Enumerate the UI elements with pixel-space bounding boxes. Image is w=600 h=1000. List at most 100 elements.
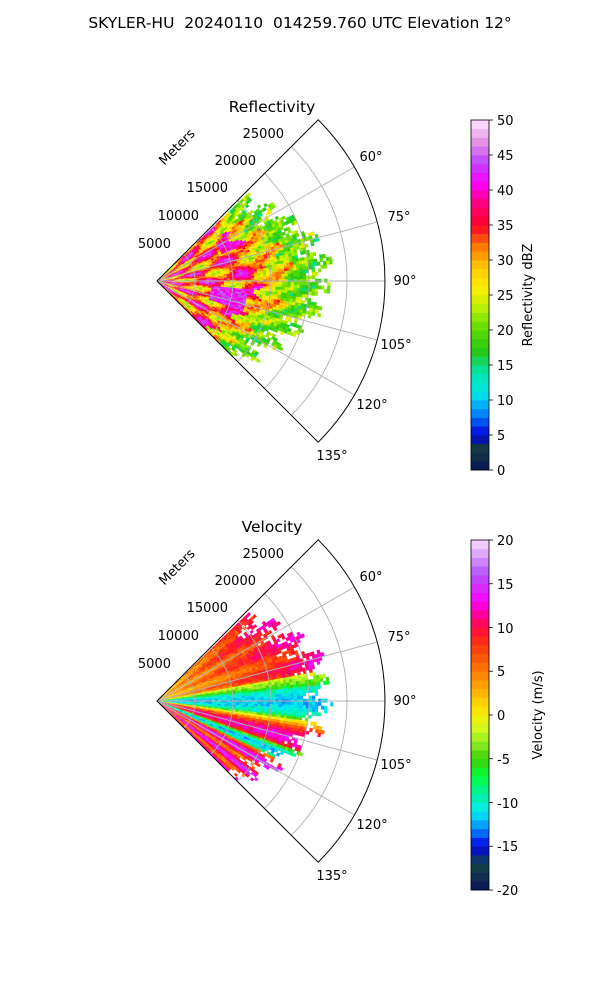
radar-gate [172, 264, 176, 267]
azimuth-line [156, 280, 378, 341]
radar-gate [284, 284, 288, 288]
radar-gate [235, 276, 240, 279]
radar-gate [229, 324, 234, 328]
radar-gate [198, 316, 202, 320]
radar-gate [170, 686, 174, 690]
radar-gate [204, 268, 208, 271]
radar-gate [199, 281, 203, 283]
radar-gate [279, 302, 283, 307]
radar-gate [208, 241, 213, 246]
radar-gate [280, 311, 285, 315]
radar-gate [291, 672, 295, 677]
radar-gate [221, 343, 226, 348]
radar-gate [208, 254, 213, 257]
radar-gate [302, 291, 306, 295]
radar-gate [197, 661, 201, 665]
radar-gate [208, 311, 213, 315]
radar-gate [217, 308, 221, 312]
radar-gate [197, 252, 202, 256]
radar-gate [307, 652, 312, 657]
radar-gate [169, 698, 173, 700]
radar-gate [172, 268, 175, 272]
radar-gate [229, 695, 234, 698]
radar-gate [292, 261, 297, 266]
radar-gate [232, 283, 237, 286]
radar-gate [205, 662, 210, 666]
radar-gate [236, 649, 241, 653]
radar-gate [293, 308, 298, 313]
radar-gate [205, 261, 209, 264]
radar-gate [212, 296, 216, 300]
radar-gate [281, 231, 286, 236]
radar-gate [278, 672, 283, 677]
radar-gate [192, 682, 196, 685]
radar-gate [189, 307, 193, 311]
radar-gate [254, 273, 258, 276]
radar-gate [216, 242, 220, 246]
radar-gate [234, 320, 239, 325]
radar-gate [285, 662, 290, 667]
radar-gate [311, 285, 316, 290]
radar-gate [173, 288, 177, 291]
radar-gate [258, 632, 264, 637]
radar-gate [165, 696, 169, 698]
radar-gate [293, 270, 297, 274]
radar-gate [233, 224, 238, 228]
radar-gate [192, 664, 196, 668]
radar-gate [201, 311, 206, 315]
radar-gate [183, 300, 187, 303]
radar-gate [208, 306, 212, 309]
radar-gate [202, 320, 207, 324]
radar-gate [269, 254, 274, 259]
radar-gate [163, 272, 167, 276]
radar-gate [226, 661, 231, 666]
radar-gate [247, 642, 252, 647]
radar-gate [201, 317, 205, 321]
radar-gate [204, 661, 209, 665]
radar-gate [290, 250, 295, 254]
radar-gate [205, 282, 209, 284]
radar-gate [212, 303, 217, 307]
radar-gate [189, 273, 194, 275]
radar-gate [181, 675, 184, 679]
radar-gate [174, 293, 178, 296]
radar-gate [196, 683, 200, 686]
radar-gate [271, 684, 275, 688]
radar-gate [247, 691, 252, 695]
radar-gate [229, 340, 233, 344]
radar-gate [286, 682, 291, 686]
radar-gate [198, 248, 202, 251]
radar-gate [291, 675, 296, 680]
radar-gate [209, 315, 214, 319]
radar-gate [205, 695, 209, 698]
radar-gate [170, 273, 174, 275]
radar-gate [217, 258, 221, 261]
radar-gate [205, 305, 209, 309]
radar-gate [187, 264, 191, 268]
radar-gate [187, 278, 191, 280]
radar-gate [176, 692, 181, 694]
radar-gate [195, 680, 199, 684]
radar-gate [244, 692, 249, 695]
radar-gate [244, 644, 249, 649]
radar-gate [215, 252, 219, 256]
radar-gate [211, 696, 215, 699]
radar-gate [239, 310, 244, 314]
radar-gate [229, 310, 234, 314]
radar-gate [181, 680, 184, 683]
radar-gate [235, 647, 240, 652]
radar-gate [283, 297, 287, 302]
radar-gate [286, 679, 290, 684]
radar-gate [260, 277, 264, 280]
radar-gate [210, 677, 214, 681]
reflectivity-colorbar-ticks: 0 5 10 15 20 25 30 35 40 45 50 [497, 114, 514, 479]
radar-gate [209, 249, 214, 253]
radar-gate [274, 291, 279, 295]
radar-gate [187, 267, 192, 269]
radar-gate [248, 275, 252, 279]
radar-gate [229, 654, 233, 658]
radar-gate [170, 267, 174, 270]
radar-gate [235, 211, 240, 216]
radar-gate [169, 278, 173, 280]
radar-gate [198, 658, 202, 662]
